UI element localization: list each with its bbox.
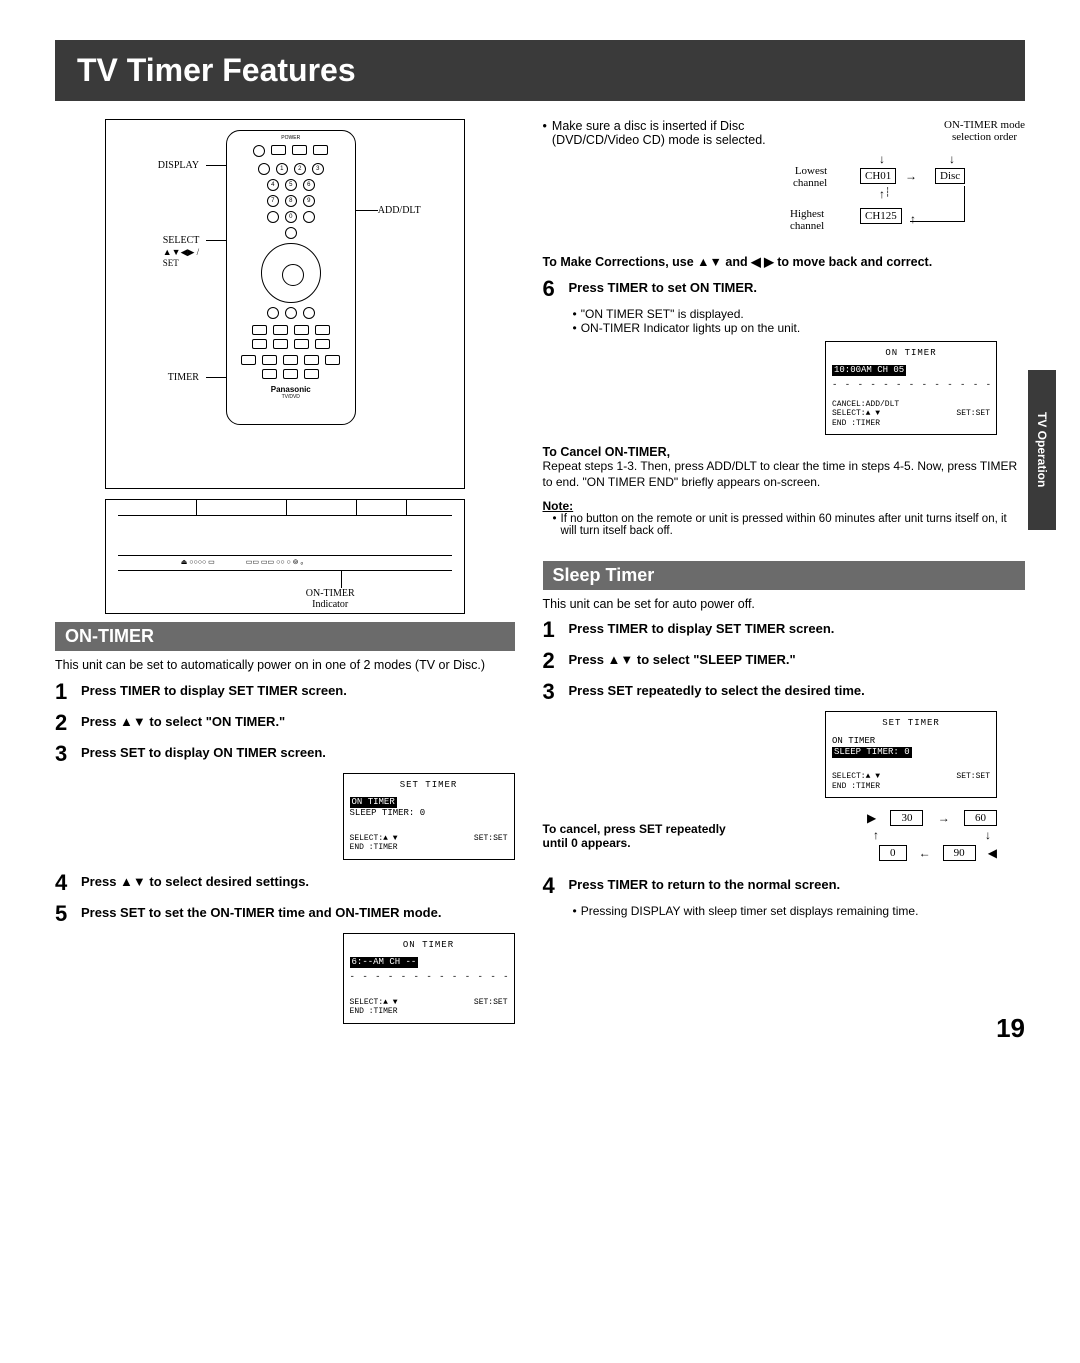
sleep-cancel-text: To cancel, press SET repeatedly until 0 … [543,822,753,850]
sleep-step4: Press TIMER to return to the normal scre… [569,873,841,894]
osd-on-timer-2: ON TIMER 10:00AM CH 05 - - - - - - - - -… [825,341,997,436]
label-select-sub: ▲▼◀▶ / SET [163,247,199,268]
sleep-step4-bullet: Pressing DISPLAY with sleep timer set di… [573,904,1025,918]
label-display: DISPLAY [158,160,199,171]
tv-front-diagram: ⏏ ○○○○ ▭ ▭▭ ▭▭ ○○ ○ ⊚ ₒ ON-TIMER Indicat… [105,499,465,614]
page-title: TV Timer Features [77,52,1003,89]
sleep-step1: Press TIMER to display SET TIMER screen. [569,617,835,638]
on-timer-step5: Press SET to set the ON-TIMER time and O… [81,901,441,922]
brand-label: Panasonic [227,385,355,394]
on-timer-indicator-label: ON-TIMER Indicator [306,588,355,610]
remote-body: POWER 123 456 789 0 Panasonic TV/DVD [226,130,356,425]
on-timer-step4: Press ▲▼ to select desired settings. [81,870,309,891]
side-tab: TV Operation [1028,370,1056,530]
label-select: SELECT [163,235,200,246]
page-title-bar: TV Timer Features [55,40,1025,101]
sleep-step2: Press ▲▼ to select "SLEEP TIMER." [569,648,796,669]
sleep-intro: This unit can be set for auto power off. [543,596,1025,613]
sleep-timer-header: Sleep Timer [543,561,1025,590]
step6-bullet2: ON-TIMER Indicator lights up on the unit… [573,321,1025,335]
sleep-step3: Press SET repeatedly to select the desir… [569,679,865,700]
sleep-cycle-diagram: ▶ 30 → 60 ↑↓ 0 ← 90 ◀ [867,808,997,863]
note-text: If no button on the remote or unit is pr… [553,513,1025,537]
page-number: 19 [996,1013,1025,1044]
mode-selection-diagram: Lowest channel Highest channel CH01 CH12… [845,153,1025,248]
remote-diagram: DISPLAY SELECT ▲▼◀▶ / SET TIMER ADD/DLT … [105,119,465,489]
on-timer-step3: Press SET to display ON TIMER screen. [81,741,326,762]
label-add-dlt: ADD/DLT [378,205,421,216]
on-timer-intro: This unit can be set to automatically po… [55,657,515,674]
osd-on-timer-1: ON TIMER 6:--AM CH -- - - - - - - - - - … [343,933,515,1024]
cancel-on-timer-text: Repeat steps 1-3. Then, press ADD/DLT to… [543,459,1025,490]
disc-note: Make sure a disc is inserted if Disc (DV… [543,119,793,147]
on-timer-step2: Press ▲▼ to select "ON TIMER." [81,710,285,731]
on-timer-step6: Press TIMER to set ON TIMER. [569,276,758,297]
right-column: Make sure a disc is inserted if Disc (DV… [543,119,1025,1034]
label-timer: TIMER [168,372,199,383]
cancel-on-timer-title: To Cancel ON-TIMER, [543,445,1025,459]
brand-sub: TV/DVD [227,394,355,400]
correction-note: To Make Corrections, use ▲▼ and ◀ ▶ to m… [543,254,1025,271]
on-timer-step1: Press TIMER to display SET TIMER screen. [81,679,347,700]
mode-order-title: ON-TIMER mode selection order [944,119,1025,143]
osd-set-timer-1: SET TIMER ON TIMER SLEEP TIMER: 0 SELECT… [343,773,515,860]
on-timer-header: ON-TIMER [55,622,515,651]
left-column: DISPLAY SELECT ▲▼◀▶ / SET TIMER ADD/DLT … [55,119,515,1034]
note-label: Note: [543,499,1025,513]
step6-bullet1: "ON TIMER SET" is displayed. [573,307,1025,321]
osd-set-timer-sleep: SET TIMER ON TIMER SLEEP TIMER: 0 SELECT… [825,711,997,798]
